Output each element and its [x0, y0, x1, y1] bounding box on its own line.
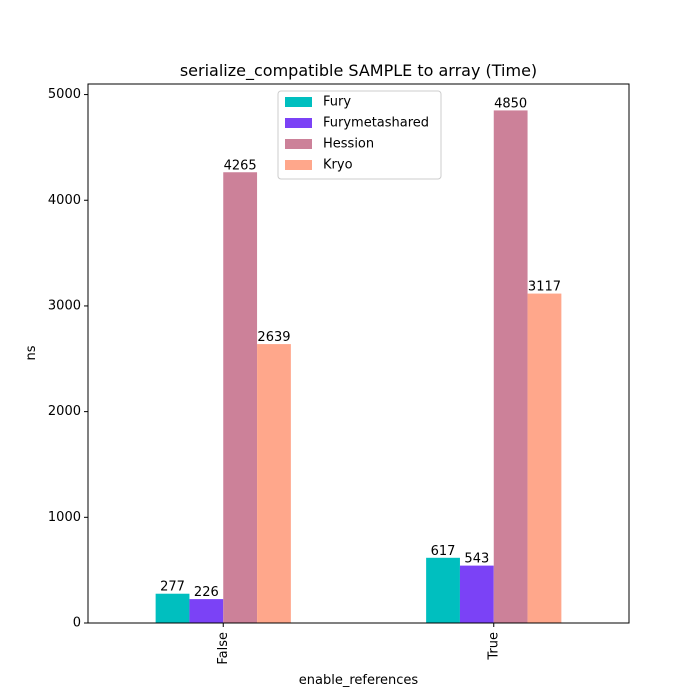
legend-swatch: [285, 160, 312, 170]
bar: [527, 293, 562, 623]
bar-value-label: 226: [194, 585, 219, 600]
bar-value-label: 277: [160, 580, 185, 595]
bar-value-label: 2639: [257, 330, 290, 345]
bar: [426, 557, 460, 623]
plot-frame: [87, 83, 630, 624]
y-axis-label: ns: [24, 345, 39, 360]
legend-swatch: [285, 97, 312, 107]
y-tick-label: 2000: [48, 404, 81, 419]
legend-swatch: [285, 139, 312, 149]
chart-title: serialize_compatible SAMPLE to array (Ti…: [180, 61, 537, 81]
bar: [223, 172, 258, 623]
legend-box: [277, 90, 442, 180]
bar: [459, 565, 494, 623]
y-tick-label: 4000: [48, 193, 81, 208]
legend: Fury Furymetashared Hession Kryo: [277, 90, 442, 180]
legend-label: Furymetashared: [323, 116, 429, 131]
x-tick-label: False: [216, 632, 231, 665]
y-tick-label: 0: [73, 616, 81, 631]
y-tick-label: 3000: [48, 298, 81, 313]
y-tick-label: 1000: [48, 510, 81, 525]
bar: [189, 599, 224, 623]
legend-swatch: [285, 118, 312, 128]
legend-label: Fury: [323, 95, 351, 110]
x-tick-label: True: [486, 632, 501, 661]
x-axis-label: enable_references: [299, 673, 419, 688]
bar: [155, 593, 190, 623]
y-tick-label: 5000: [48, 87, 81, 102]
bar: [493, 110, 528, 624]
bar-value-label: 3117: [528, 280, 561, 295]
bar-value-label: 4850: [494, 96, 527, 111]
bar-value-label: 543: [464, 552, 489, 567]
bar-value-label: 4265: [224, 158, 257, 173]
bar: [257, 344, 291, 623]
bar-value-label: 617: [431, 544, 456, 559]
legend-label: Hession: [323, 137, 374, 152]
plot-area: 277 226 4265 2639 False 617 543 4850 3117 True 0 10…: [48, 83, 630, 665]
legend-label: Kryo: [323, 158, 353, 173]
